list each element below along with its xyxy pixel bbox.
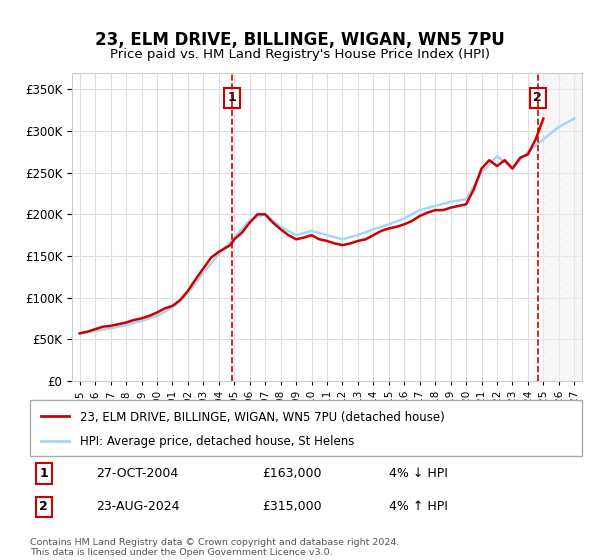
Text: 23-AUG-2024: 23-AUG-2024 bbox=[96, 501, 180, 514]
Text: 1: 1 bbox=[40, 467, 48, 480]
Text: 27-OCT-2004: 27-OCT-2004 bbox=[96, 467, 178, 480]
Text: 23, ELM DRIVE, BILLINGE, WIGAN, WN5 7PU (detached house): 23, ELM DRIVE, BILLINGE, WIGAN, WN5 7PU … bbox=[80, 410, 445, 424]
Text: 2: 2 bbox=[533, 91, 542, 104]
Text: 2: 2 bbox=[40, 501, 48, 514]
FancyBboxPatch shape bbox=[30, 400, 582, 456]
Text: 1: 1 bbox=[227, 91, 236, 104]
Text: HPI: Average price, detached house, St Helens: HPI: Average price, detached house, St H… bbox=[80, 435, 354, 449]
Text: 4% ↓ HPI: 4% ↓ HPI bbox=[389, 467, 448, 480]
Text: Price paid vs. HM Land Registry's House Price Index (HPI): Price paid vs. HM Land Registry's House … bbox=[110, 48, 490, 60]
Text: Contains HM Land Registry data © Crown copyright and database right 2024.
This d: Contains HM Land Registry data © Crown c… bbox=[30, 538, 400, 557]
Text: 4% ↑ HPI: 4% ↑ HPI bbox=[389, 501, 448, 514]
Text: £315,000: £315,000 bbox=[262, 501, 322, 514]
Text: £163,000: £163,000 bbox=[262, 467, 322, 480]
Text: 23, ELM DRIVE, BILLINGE, WIGAN, WN5 7PU: 23, ELM DRIVE, BILLINGE, WIGAN, WN5 7PU bbox=[95, 31, 505, 49]
